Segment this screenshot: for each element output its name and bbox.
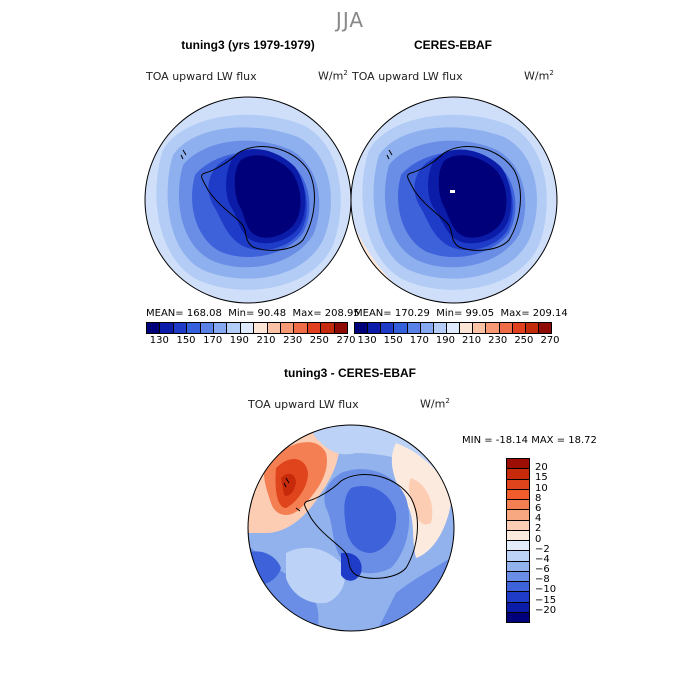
colorbar-swatch xyxy=(499,323,513,333)
colorbar-swatch xyxy=(473,323,487,333)
diff-minmax: MIN = -18.14 MAX = 18.72 xyxy=(462,435,597,446)
colorbar-tick-label: 10 xyxy=(535,482,548,494)
colorbar-swatch xyxy=(281,323,295,333)
colorbar-swatch xyxy=(381,323,395,333)
colorbar-tick-label: 210 xyxy=(256,335,276,346)
colorbar-tick-label: 250 xyxy=(309,335,329,346)
obs-variable-label: TOA upward LW flux xyxy=(352,70,463,83)
colorbar-tick-label: −4 xyxy=(535,553,550,565)
obs-stats: MEAN= 170.29 Min= 99.05 Max= 209.14 xyxy=(354,308,568,319)
colorbar-tick-label: 190 xyxy=(435,335,455,346)
diff-units-label: W/m2 xyxy=(420,397,450,411)
colorbar-tick-label: 4 xyxy=(535,513,542,525)
diff-variable-label: TOA upward LW flux xyxy=(248,398,359,411)
model-units-label: W/m2 xyxy=(318,69,348,83)
colorbar-tick-label: −2 xyxy=(535,543,550,555)
colorbar-swatch xyxy=(187,323,201,333)
colorbar-swatch xyxy=(368,323,382,333)
colorbar-swatch xyxy=(507,602,529,613)
colorbar-tick-label: 6 xyxy=(535,502,542,514)
colorbar-swatch xyxy=(294,323,308,333)
colorbar-swatch xyxy=(433,323,447,333)
colorbar-swatch xyxy=(227,323,241,333)
obs-colorbar xyxy=(354,322,552,334)
colorbar-swatch xyxy=(507,520,529,531)
colorbar-tick-label: −15 xyxy=(535,594,557,606)
colorbar-swatch xyxy=(507,571,529,582)
colorbar-tick-label: 150 xyxy=(176,335,196,346)
colorbar-tick-label: −6 xyxy=(535,564,550,576)
colorbar-tick-label: 210 xyxy=(462,335,482,346)
season-title: JJA xyxy=(335,8,365,32)
diff-map xyxy=(247,424,455,632)
colorbar-swatch xyxy=(394,323,408,333)
colorbar-swatch xyxy=(173,323,188,333)
obs-units-label: W/m2 xyxy=(524,69,554,83)
colorbar-swatch xyxy=(254,323,268,333)
obs-colorbar-ticks: 130 150 170 190 210 230 250 270 xyxy=(354,335,560,349)
colorbar-swatch xyxy=(214,323,228,333)
diff-colorbar-labels: 20 15 10 8 6 4 2 0 −2 −4 −6 −8 −10 −15 −20 xyxy=(535,458,575,621)
colorbar-swatch xyxy=(160,323,174,333)
colorbar-tick-label: 170 xyxy=(203,335,223,346)
colorbar-tick-label: 150 xyxy=(383,335,403,346)
colorbar-tick-label: 130 xyxy=(149,335,169,346)
obs-panel-title: CERES-EBAF xyxy=(413,38,492,52)
colorbar-swatch xyxy=(507,510,529,521)
colorbar-tick-label: 15 xyxy=(535,472,548,484)
colorbar-tick-label: 130 xyxy=(357,335,377,346)
colorbar-tick-label: −8 xyxy=(535,574,550,586)
colorbar-swatch xyxy=(420,323,434,333)
colorbar-tick-label: 250 xyxy=(514,335,534,346)
model-panel-title: tuning3 (yrs 1979-1979) xyxy=(181,38,315,52)
colorbar-swatch xyxy=(507,500,529,511)
colorbar-swatch xyxy=(525,323,539,333)
colorbar-swatch xyxy=(507,479,529,490)
colorbar-swatch xyxy=(507,541,529,552)
model-variable-label: TOA upward LW flux xyxy=(146,70,257,83)
colorbar-swatch xyxy=(538,323,552,333)
colorbar-tick-label: 2 xyxy=(535,523,542,535)
colorbar-swatch xyxy=(507,489,529,500)
colorbar-swatch xyxy=(507,469,529,480)
colorbar-swatch xyxy=(334,323,348,333)
colorbar-swatch xyxy=(321,323,335,333)
colorbar-tick-label: 8 xyxy=(535,492,542,504)
diff-panel-title: tuning3 - CERES-EBAF xyxy=(284,366,416,380)
colorbar-tick-label: 20 xyxy=(535,462,548,474)
colorbar-tick-label: 270 xyxy=(540,335,560,346)
colorbar-swatch xyxy=(307,323,322,333)
colorbar-swatch xyxy=(407,323,421,333)
colorbar-tick-label: −20 xyxy=(535,604,557,616)
colorbar-tick-label: 0 xyxy=(535,533,542,545)
colorbar-swatch xyxy=(460,323,474,333)
obs-map xyxy=(350,96,558,304)
colorbar-tick-label: 270 xyxy=(336,335,356,346)
colorbar-swatch xyxy=(355,323,369,333)
model-stats: MEAN= 168.08 Min= 90.48 Max= 208.95 xyxy=(146,308,360,319)
colorbar-swatch xyxy=(507,582,529,593)
colorbar-swatch xyxy=(507,551,529,562)
model-colorbar xyxy=(146,322,348,334)
colorbar-swatch xyxy=(240,323,255,333)
colorbar-swatch xyxy=(512,323,526,333)
colorbar-swatch xyxy=(486,323,500,333)
colorbar-tick-label: −10 xyxy=(535,584,557,596)
colorbar-swatch xyxy=(507,561,529,572)
colorbar-swatch xyxy=(507,459,529,470)
colorbar-swatch xyxy=(446,323,461,333)
colorbar-tick-label: 230 xyxy=(488,335,508,346)
colorbar-swatch xyxy=(200,323,215,333)
colorbar-swatch xyxy=(507,612,529,622)
diff-colorbar xyxy=(506,458,530,623)
model-colorbar-ticks: 130 150 170 190 210 230 250 270 xyxy=(146,335,356,349)
colorbar-tick-label: 170 xyxy=(409,335,429,346)
colorbar-tick-label: 230 xyxy=(283,335,303,346)
colorbar-swatch xyxy=(267,323,282,333)
colorbar-tick-label: 190 xyxy=(229,335,249,346)
colorbar-swatch xyxy=(507,530,529,541)
colorbar-swatch xyxy=(147,323,161,333)
colorbar-swatch xyxy=(507,592,529,603)
model-map xyxy=(144,96,352,304)
